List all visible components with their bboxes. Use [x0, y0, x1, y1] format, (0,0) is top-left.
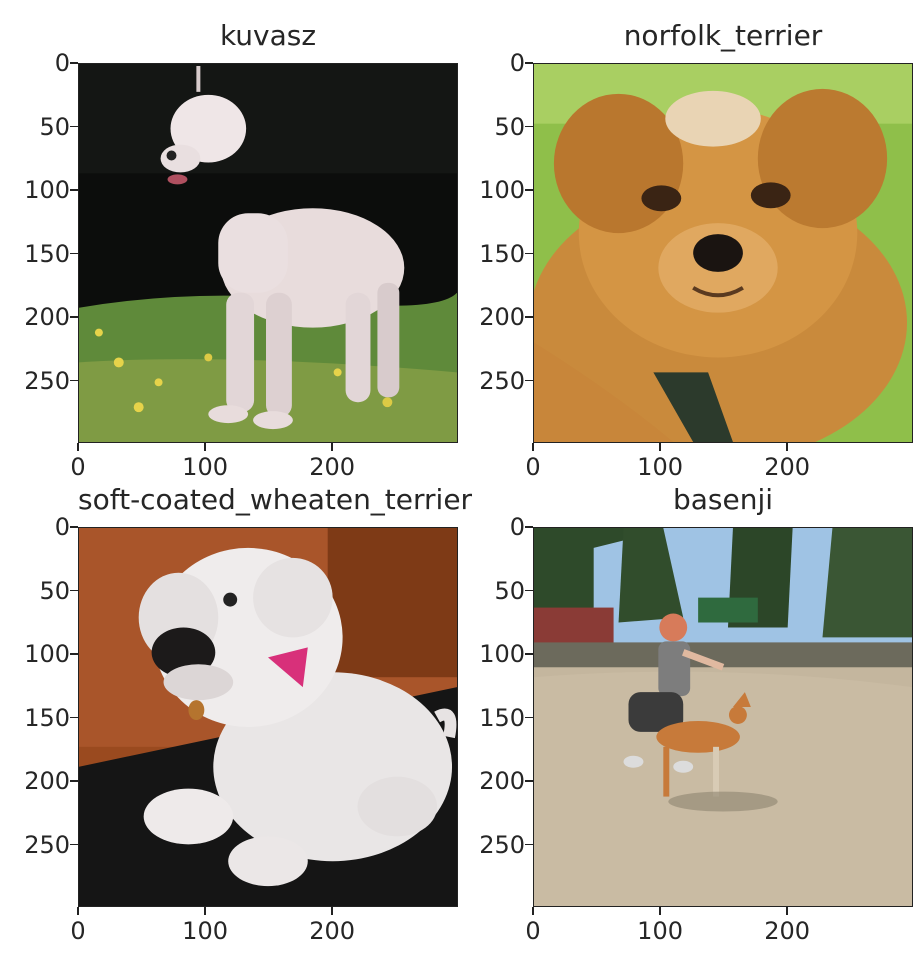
- y-tick: [525, 379, 533, 382]
- image-frame: [533, 527, 913, 907]
- y-tick-label: 100: [24, 640, 70, 669]
- y-tick-label: 250: [479, 830, 525, 859]
- y-tick: [525, 780, 533, 782]
- image-frame: [78, 527, 458, 907]
- subplot-kuvasz: kuvasz: [24, 19, 458, 481]
- y-tick: [70, 125, 78, 128]
- x-tick-label: 200: [764, 917, 811, 945]
- x-tick: [77, 443, 79, 451]
- y-tick-label: 200: [479, 303, 525, 332]
- y-tick-label: 0: [54, 49, 70, 77]
- x-tick: [786, 443, 788, 451]
- y-tick-label: 150: [24, 703, 70, 732]
- y-tick-label: 100: [24, 176, 70, 205]
- dog-image: [79, 528, 457, 906]
- y-tick: [525, 189, 533, 191]
- dog-image: [534, 64, 912, 442]
- y-tick-label: 50: [39, 576, 70, 605]
- x-tick-label: 100: [182, 917, 228, 945]
- y-tick-label: 150: [24, 239, 70, 268]
- x-tick: [532, 443, 534, 451]
- x-tick: [532, 907, 534, 915]
- y-tick: [70, 62, 78, 64]
- y-tick-label: 150: [479, 239, 525, 268]
- x-tick-label: 0: [525, 453, 541, 481]
- y-tick: [525, 716, 533, 719]
- y-tick-label: 200: [24, 767, 70, 796]
- y-tick: [525, 843, 533, 846]
- subplot-title: norfolk_terrier: [623, 19, 823, 52]
- x-tick-label: 100: [182, 453, 228, 481]
- y-tick: [525, 589, 533, 592]
- y-tick-label: 50: [39, 112, 70, 141]
- y-tick: [70, 780, 78, 782]
- x-tick: [204, 443, 206, 451]
- y-tick: [70, 252, 78, 255]
- x-tick-label: 0: [525, 917, 541, 945]
- subplot-soft-coated-wheaten-terrier: soft-coated_wheaten_terrier: [24, 483, 472, 945]
- y-tick: [525, 526, 533, 528]
- y-tick: [525, 316, 533, 318]
- y-tick: [70, 526, 78, 528]
- y-tick: [70, 379, 78, 382]
- y-tick: [70, 716, 78, 719]
- x-tick-label: 0: [70, 453, 86, 481]
- y-tick: [70, 843, 78, 846]
- image-frame: [533, 63, 913, 443]
- x-tick: [331, 907, 333, 915]
- y-tick-label: 200: [24, 303, 70, 332]
- x-tick-label: 200: [309, 453, 356, 481]
- y-tick-label: 100: [479, 640, 525, 669]
- y-tick-label: 0: [509, 49, 525, 77]
- dog-image: [534, 528, 912, 906]
- y-tick-label: 250: [24, 830, 70, 859]
- subplot-basenji: basenji: [479, 483, 913, 945]
- y-tick-label: 250: [479, 366, 525, 395]
- x-tick-label: 100: [637, 453, 683, 481]
- subplot-title: soft-coated_wheaten_terrier: [78, 483, 473, 516]
- y-tick-label: 150: [479, 703, 525, 732]
- y-tick: [70, 189, 78, 191]
- dog-image: [79, 64, 457, 442]
- x-tick: [659, 907, 661, 915]
- y-tick-label: 100: [479, 176, 525, 205]
- x-tick-label: 0: [70, 917, 86, 945]
- x-tick: [77, 907, 79, 915]
- y-tick: [525, 62, 533, 64]
- subplot-title: basenji: [672, 483, 774, 516]
- subplot-norfolk-terrier: norfolk_terrier 0 50 100 150 200 250 0 100 200: [479, 19, 913, 481]
- y-tick: [525, 653, 533, 655]
- y-tick-label: 0: [509, 513, 525, 541]
- y-tick: [525, 125, 533, 128]
- y-tick: [70, 316, 78, 318]
- y-tick-label: 50: [494, 576, 525, 605]
- y-tick-label: 0: [54, 513, 70, 541]
- x-tick: [331, 443, 333, 451]
- x-tick: [204, 907, 206, 915]
- y-tick-label: 250: [24, 366, 70, 395]
- subplot-title: kuvasz: [219, 19, 317, 52]
- y-tick: [70, 589, 78, 592]
- x-tick: [659, 443, 661, 451]
- y-tick: [70, 653, 78, 655]
- x-tick-label: 100: [637, 917, 683, 945]
- y-tick-label: 50: [494, 112, 525, 141]
- x-tick-label: 200: [309, 917, 356, 945]
- x-tick-label: 200: [764, 453, 811, 481]
- y-tick: [525, 252, 533, 255]
- x-tick: [786, 907, 788, 915]
- y-tick-label: 200: [479, 767, 525, 796]
- image-frame: [78, 63, 458, 443]
